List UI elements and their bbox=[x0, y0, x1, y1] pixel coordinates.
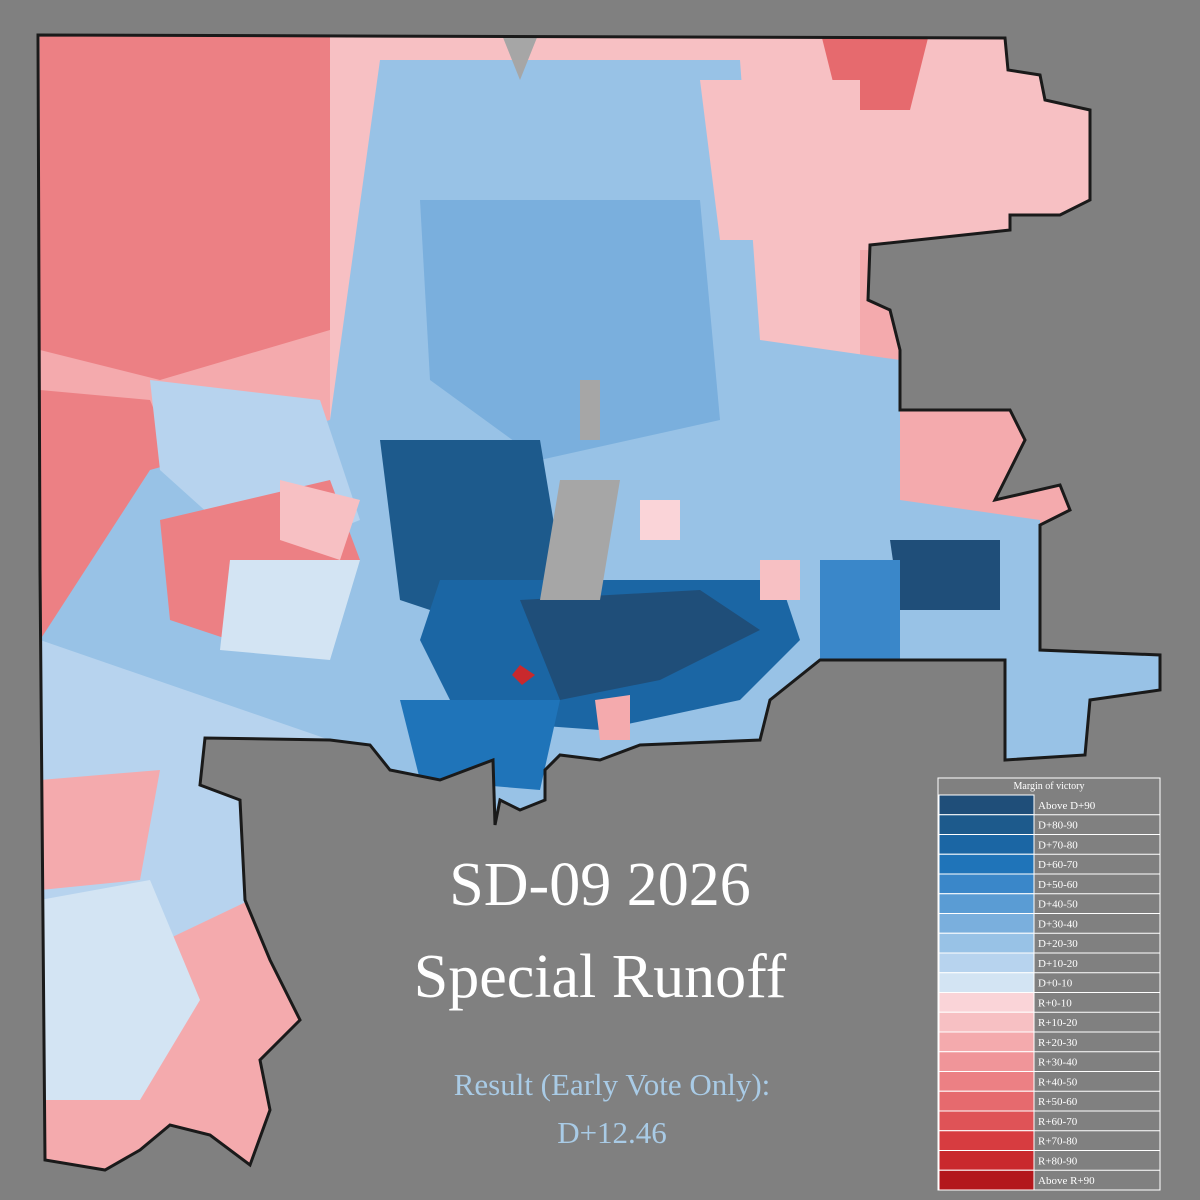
legend-swatch bbox=[938, 913, 1035, 934]
result-label: Result (Early Vote Only): bbox=[454, 1067, 771, 1102]
legend-swatch bbox=[938, 834, 1035, 855]
legend-label: D+30-40 bbox=[1038, 918, 1078, 930]
legend-label: R+80-90 bbox=[1038, 1155, 1078, 1167]
legend-label: D+70-80 bbox=[1038, 839, 1078, 851]
legend-swatch bbox=[938, 794, 1035, 816]
legend-label: Above D+90 bbox=[1038, 800, 1096, 812]
legend-label: D+50-60 bbox=[1038, 879, 1078, 891]
legend-swatch bbox=[938, 952, 1035, 974]
legend-swatch bbox=[938, 1130, 1035, 1151]
legend-swatch bbox=[938, 992, 1035, 1013]
legend-label: R+70-80 bbox=[1038, 1136, 1078, 1148]
legend-swatch bbox=[938, 972, 1035, 993]
legend-label: R+10-20 bbox=[1038, 1017, 1078, 1029]
legend-swatch bbox=[938, 1110, 1035, 1132]
legend-label: R+0-10 bbox=[1038, 997, 1072, 1009]
legend-swatch bbox=[938, 1011, 1035, 1033]
legend-swatch bbox=[938, 853, 1035, 875]
legend-swatch bbox=[938, 1090, 1035, 1112]
legend-label: D+0-10 bbox=[1038, 978, 1073, 990]
legend-label: Above R+90 bbox=[1038, 1175, 1095, 1187]
title-line: Special Runoff bbox=[414, 943, 787, 1011]
legend-label: R+30-40 bbox=[1038, 1057, 1078, 1069]
legend-label: D+60-70 bbox=[1038, 859, 1078, 871]
legend-swatch bbox=[938, 893, 1035, 914]
legend-swatch bbox=[938, 1071, 1035, 1092]
legend-title: Margin of victory bbox=[1014, 781, 1085, 792]
legend-swatch bbox=[938, 1169, 1035, 1191]
legend-swatch bbox=[938, 1051, 1035, 1072]
legend-label: D+20-30 bbox=[1038, 938, 1078, 950]
legend-label: R+20-30 bbox=[1038, 1037, 1078, 1049]
result-value: D+12.46 bbox=[557, 1115, 667, 1150]
legend-label: R+40-50 bbox=[1038, 1076, 1078, 1088]
legend-swatch bbox=[938, 1031, 1035, 1053]
legend-label: D+10-20 bbox=[1038, 958, 1078, 970]
legend-label: D+80-90 bbox=[1038, 820, 1078, 832]
legend-label: R+50-60 bbox=[1038, 1096, 1078, 1108]
title-line: SD-09 2026 bbox=[449, 851, 750, 919]
legend-label: D+40-50 bbox=[1038, 899, 1078, 911]
legend: Margin of victory Above D+90 D+80-90 D+70-… bbox=[937, 777, 1161, 1191]
legend-swatch bbox=[938, 1150, 1035, 1171]
legend-label: R+60-70 bbox=[1038, 1116, 1078, 1128]
legend-swatch bbox=[938, 814, 1035, 835]
legend-swatch bbox=[938, 873, 1035, 895]
district-outline bbox=[36, 33, 1162, 1172]
legend-swatch bbox=[938, 932, 1035, 954]
